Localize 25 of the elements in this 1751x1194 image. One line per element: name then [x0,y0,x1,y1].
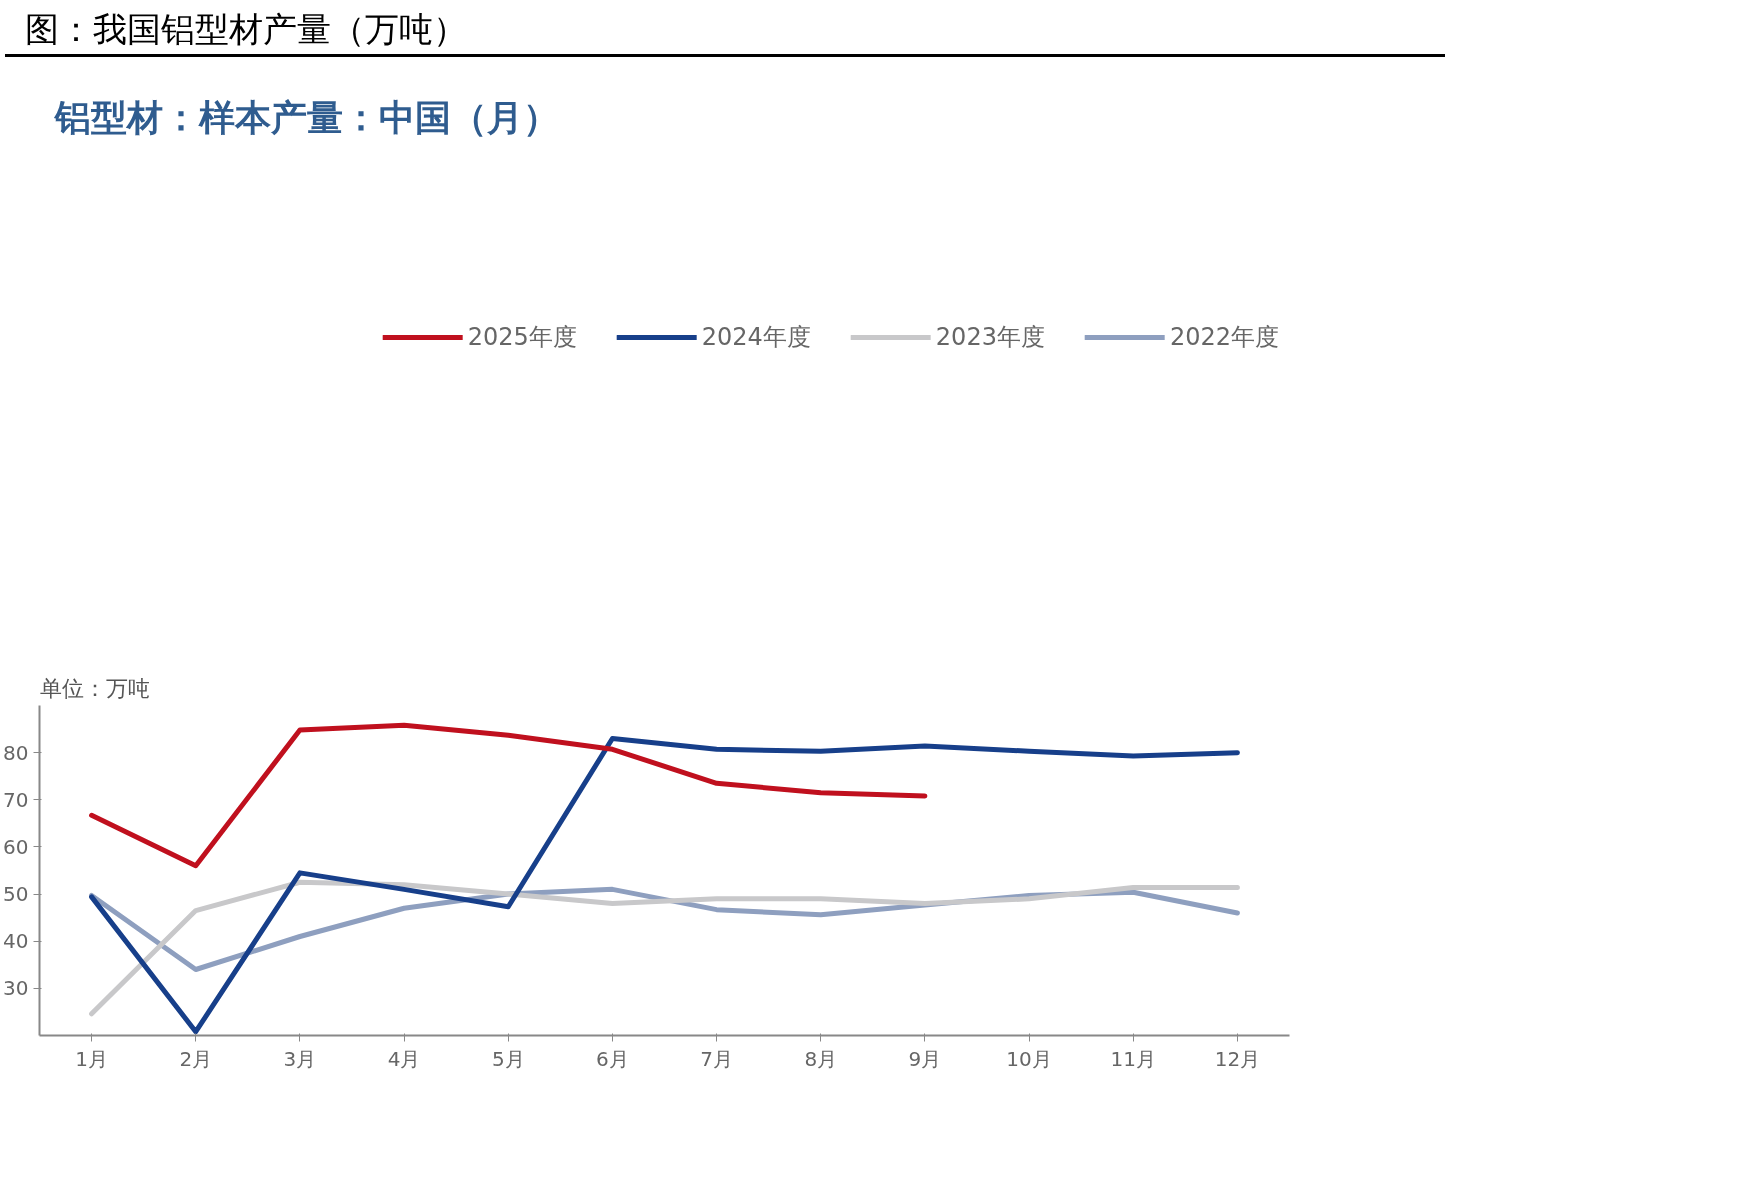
x-tick-label: 9月 [908,1046,942,1071]
y-tick-label: 80 [3,740,29,765]
x-tick-label: 8月 [804,1046,838,1071]
x-tick-label: 1月 [75,1046,108,1071]
legend-label: 2025年度 [467,321,577,353]
legend-label: 2022年度 [1169,321,1279,353]
x-tick-label: 5月 [491,1046,525,1071]
y-tick-label: 30 [3,976,29,1001]
y-tick-label: 50 [3,882,29,907]
legend-label: 2023年度 [935,321,1045,353]
x-tick-label: 10月 [1006,1046,1052,1071]
y-tick-label: 60 [3,834,29,859]
x-tick-label: 7月 [700,1046,733,1071]
x-tick-label: 2月 [179,1046,213,1071]
legend-label: 2024年度 [701,321,811,353]
x-tick-label: 6月 [596,1046,629,1071]
chart-title: 图：我国铝型材产量（万吨） [25,8,467,51]
chart-subtitle: 铝型材：样本产量：中国（月） [55,95,559,140]
x-tick-label: 12月 [1214,1046,1261,1071]
x-tick-label: 3月 [283,1046,317,1071]
y-tick-label: 40 [3,929,29,954]
y-axis-title: 单位：万吨 [39,675,150,701]
x-tick-label: 11月 [1110,1046,1156,1071]
x-tick-label: 4月 [387,1046,421,1071]
y-tick-label: 70 [3,787,29,812]
